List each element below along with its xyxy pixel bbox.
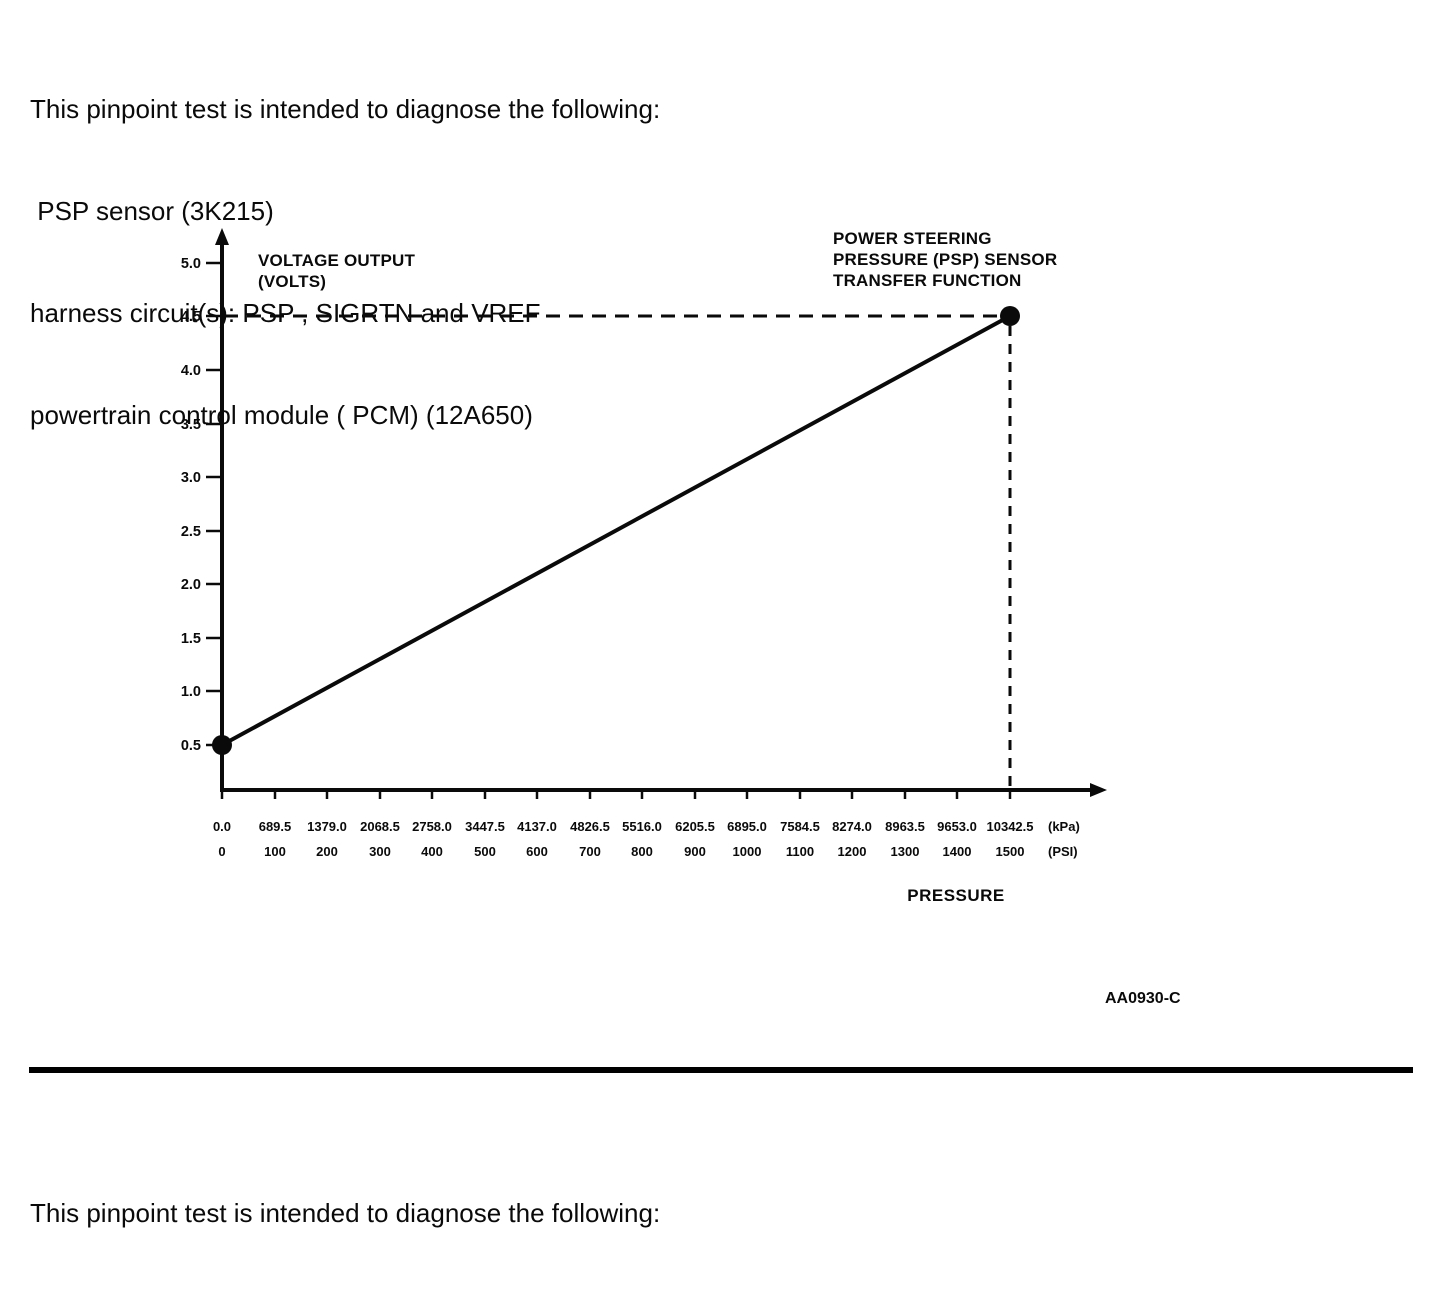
- x-tick-psi-label: 800: [631, 844, 653, 859]
- y-axis-title-line: (VOLTS): [258, 272, 326, 291]
- figure-id: AA0930-C: [1105, 990, 1181, 1007]
- y-tick-label: 1.0: [181, 684, 201, 700]
- x-tick-psi-label: 1500: [996, 844, 1025, 859]
- intro-line-4: powertrain control module ( PCM) (12A650…: [30, 400, 533, 430]
- y-tick-label: 3.0: [181, 470, 201, 486]
- y-tick-label: 1.5: [181, 631, 201, 647]
- x-tick-kpa-label: 0.0: [213, 819, 231, 834]
- y-axis-arrow-icon: [215, 228, 229, 245]
- y-tick-label: 5.0: [181, 256, 201, 272]
- x-tick-kpa-label: 689.5: [259, 819, 292, 834]
- pinpoint-intro-top: This pinpoint test is intended to diagno…: [30, 24, 660, 500]
- x-tick-psi-label: 700: [579, 844, 601, 859]
- x-tick-kpa-label: 4826.5: [570, 819, 610, 834]
- x-axis-kpa-unit: (kPa): [1048, 819, 1080, 834]
- x-tick-kpa-label: 9653.0: [937, 819, 977, 834]
- x-tick-kpa-label: 4137.0: [517, 819, 557, 834]
- x-tick-psi-label: 500: [474, 844, 496, 859]
- y-tick-label: 4.0: [181, 363, 201, 379]
- x-tick-psi-label: 1300: [891, 844, 920, 859]
- x-tick-psi-label: 1200: [838, 844, 867, 859]
- y-tick-label: 4.5: [181, 309, 201, 325]
- transfer-function-line: [221, 314, 1011, 747]
- y-tick-label: 2.0: [181, 577, 201, 593]
- intro-line-2: PSP sensor (3K215): [30, 196, 274, 226]
- x-tick-psi-label: 0: [218, 844, 225, 859]
- x-tick-kpa-label: 7584.5: [780, 819, 820, 834]
- x-axis-arrow-icon: [1090, 783, 1107, 797]
- chart-title-line: PRESSURE (PSP) SENSOR: [833, 250, 1057, 269]
- chart-title-line: TRANSFER FUNCTION: [833, 271, 1022, 290]
- x-tick-psi-label: 1000: [733, 844, 762, 859]
- x-tick-kpa-label: 8274.0: [832, 819, 872, 834]
- x-tick-psi-label: 200: [316, 844, 338, 859]
- x-axis-psi-unit: (PSI): [1048, 844, 1078, 859]
- y-tick-label: 2.5: [181, 524, 201, 540]
- x-tick-kpa-label: 3447.5: [465, 819, 505, 834]
- intro-line-1: This pinpoint test is intended to diagno…: [30, 94, 661, 124]
- x-tick-kpa-label: 1379.0: [307, 819, 347, 834]
- max-data-point: [1000, 306, 1020, 326]
- x-tick-kpa-label: 5516.0: [622, 819, 662, 834]
- x-tick-psi-label: 600: [526, 844, 548, 859]
- x-tick-kpa-label: 10342.5: [987, 819, 1034, 834]
- x-tick-psi-label: 900: [684, 844, 706, 859]
- x-axis-title: PRESSURE: [907, 886, 1005, 905]
- x-tick-psi-label: 400: [421, 844, 443, 859]
- y-axis-title-line: VOLTAGE OUTPUT: [258, 251, 415, 270]
- chart-title-line: POWER STEERING: [833, 229, 992, 248]
- x-tick-psi-label: 100: [264, 844, 286, 859]
- x-tick-kpa-label: 8963.5: [885, 819, 925, 834]
- x-tick-kpa-label: 2068.5: [360, 819, 400, 834]
- x-tick-kpa-label: 2758.0: [412, 819, 452, 834]
- x-tick-kpa-label: 6895.0: [727, 819, 767, 834]
- origin-data-point: [212, 735, 232, 755]
- x-tick-psi-label: 1100: [786, 844, 814, 859]
- y-tick-label: 3.5: [181, 417, 201, 433]
- pinpoint-intro-bottom: This pinpoint test is intended to diagno…: [30, 1128, 660, 1298]
- x-tick-psi-label: 1400: [943, 844, 972, 859]
- intro-line-1: This pinpoint test is intended to diagno…: [30, 1198, 661, 1228]
- x-tick-kpa-label: 6205.5: [675, 819, 715, 834]
- intro-line-3: harness circuit(s): PSP , SIGRTN and VRE…: [30, 298, 541, 328]
- section-divider: [29, 1067, 1413, 1073]
- psp-transfer-function-chart: VOLTAGE OUTPUT (VOLTS) POWER STEERING PR…: [181, 228, 1181, 1007]
- x-tick-psi-label: 300: [369, 844, 391, 859]
- y-tick-label: 0.5: [181, 738, 201, 754]
